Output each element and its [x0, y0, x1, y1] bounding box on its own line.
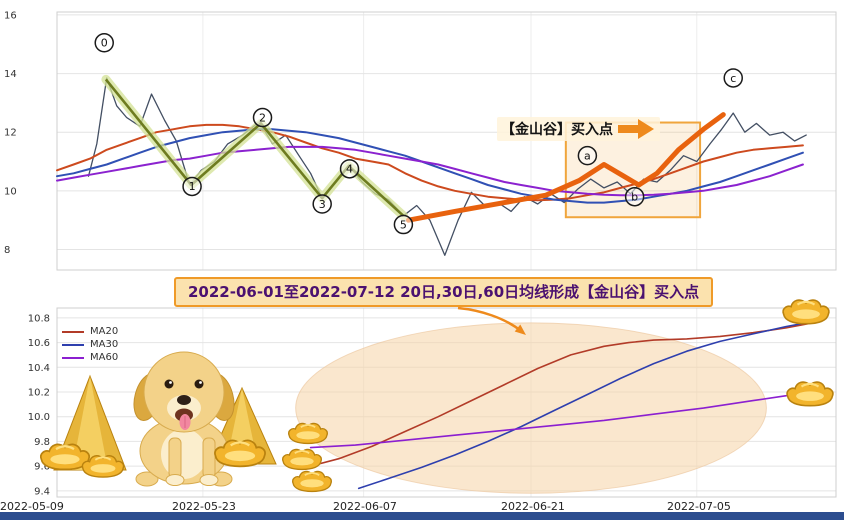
taskbar-strip [0, 512, 844, 520]
banner-annotation: 2022-06-01至2022-07-12 20日,30日,60日均线形成【金山… [174, 277, 714, 307]
gold-ingot-icon [281, 448, 323, 471]
marker-4 [339, 159, 360, 179]
legend: MA20 MA30 MA60 [62, 325, 118, 364]
y-tick-label: 10.2 [28, 388, 50, 399]
marker-1 [182, 176, 202, 197]
marker-label: a [584, 149, 591, 162]
marker-c [723, 68, 743, 88]
y-tick-label: 10 [4, 186, 17, 197]
downtrend-line [104, 78, 405, 217]
uptrend-line [405, 112, 726, 223]
gold-ingot-icon [786, 380, 834, 407]
y-tick-label: 16 [4, 10, 17, 21]
series-MA60 [56, 145, 804, 197]
y-tick-label: 14 [4, 69, 17, 80]
legend-item-ma30: MA30 [62, 338, 118, 351]
y-tick-label: 9.6 [34, 462, 50, 473]
marker-label: 1 [189, 180, 196, 193]
series-MA20 [56, 123, 804, 202]
zoom-ma-chart: 10.8 10.6 10.4 10.2 10.0 9.8 9.6 9.4 [28, 307, 837, 498]
series-MA60 [309, 389, 814, 449]
y-tick-label: 10.4 [28, 363, 50, 374]
y-tick-label: 9.4 [34, 486, 50, 497]
legend-item-ma20: MA20 [62, 325, 118, 338]
marker-a [577, 145, 598, 166]
legend-label: MA60 [90, 352, 119, 363]
y-tick-label: 10.6 [28, 338, 50, 349]
marker-label: 2 [259, 111, 266, 124]
x-axis-date-label: 2022-06-21 [501, 500, 565, 513]
x-axis-date-label: 2022-05-23 [172, 500, 236, 513]
gold-ingot-icon [782, 298, 830, 325]
legend-label: MA30 [90, 339, 119, 350]
marker-b [624, 186, 645, 207]
marker-0 [94, 33, 114, 53]
y-tick-label: 8 [4, 245, 10, 256]
marker-2 [252, 107, 273, 128]
buy-point-label: 【金山谷】买入点 [501, 122, 613, 138]
series-MA30 [357, 320, 814, 490]
y-tick-label: 10.0 [28, 412, 50, 423]
legend-label: MA20 [90, 326, 119, 337]
marker-label: 3 [319, 198, 326, 211]
right-arrow-icon [618, 119, 654, 139]
x-axis-date-label: 2022-05-09 [0, 500, 64, 513]
line-swatch [62, 330, 84, 333]
marker-3 [312, 194, 332, 214]
y-tick-label: 9.8 [34, 437, 50, 448]
series-MA20 [309, 321, 814, 467]
buy-point-annotation: 【金山谷】买入点 [497, 117, 660, 141]
marker-label: c [730, 72, 736, 85]
marker-5 [393, 214, 414, 235]
x-axis: 2022-05-09 2022-05-23 2022-06-07 2022-06… [0, 500, 844, 514]
y-tick-label: 10.8 [28, 313, 50, 324]
marker-label: 0 [101, 37, 108, 50]
x-axis-date-label: 2022-06-07 [333, 500, 397, 513]
y-tick-label: 12 [4, 128, 17, 139]
line-swatch [62, 356, 84, 359]
annotation-arrow-icon [457, 306, 526, 335]
downtrend-glow [101, 74, 408, 221]
line-swatch [62, 343, 84, 346]
marker-label: 5 [400, 218, 407, 231]
legend-item-ma60: MA60 [62, 351, 118, 364]
marker-label: b [631, 191, 638, 204]
x-axis-date-label: 2022-07-05 [667, 500, 731, 513]
marker-label: 4 [346, 163, 353, 176]
gold-ingot-icon [291, 470, 333, 493]
